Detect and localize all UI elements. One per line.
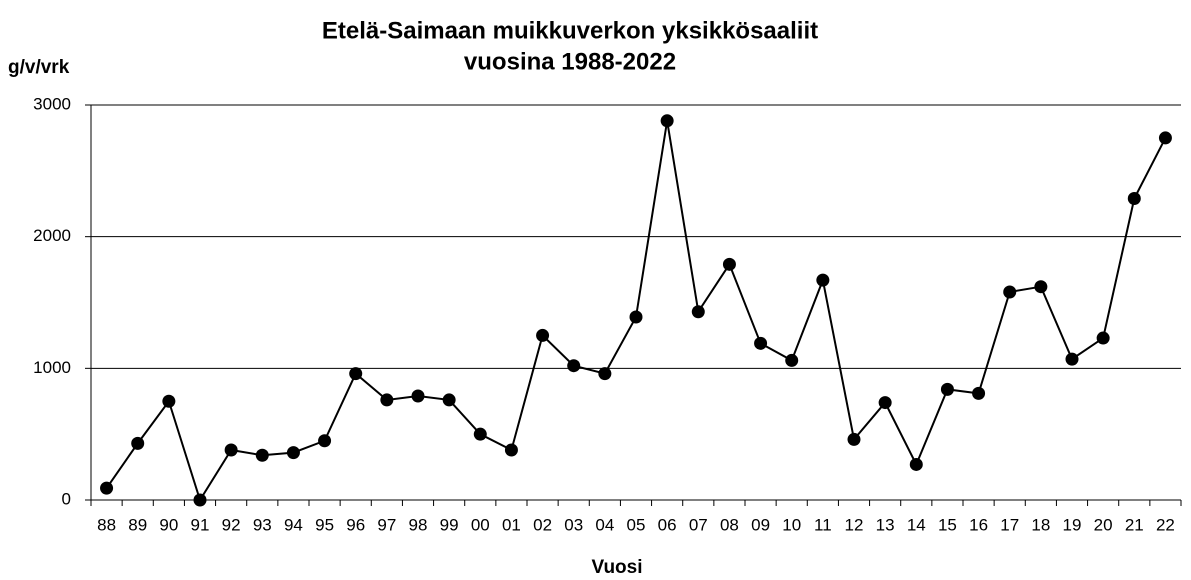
x-tick-label: 06 (658, 515, 677, 534)
x-tick-label: 04 (595, 515, 614, 534)
x-tick-label: 09 (751, 515, 770, 534)
point (1065, 352, 1079, 366)
point (816, 273, 830, 287)
x-tick-label: 15 (938, 515, 957, 534)
point (660, 114, 674, 128)
point (380, 393, 394, 407)
point (847, 432, 861, 446)
x-tick-label: 88 (97, 515, 116, 534)
x-tick-label: 90 (159, 515, 178, 534)
point (100, 481, 114, 495)
point (286, 446, 300, 460)
x-tick-label: 13 (876, 515, 895, 534)
x-axis-title: Vuosi (591, 557, 642, 578)
point (442, 393, 456, 407)
line (105, 120, 1167, 503)
point (722, 257, 736, 271)
x-tick-label: 94 (284, 515, 303, 534)
point (1003, 285, 1017, 299)
y-tick-label: 1000 (33, 358, 71, 377)
point (567, 359, 581, 373)
point (411, 389, 425, 403)
x-tick-label: 16 (969, 515, 988, 534)
chart-title: vuosina 1988-2022 (464, 48, 676, 75)
y-tick-label: 0 (62, 489, 71, 508)
point (1034, 280, 1048, 294)
x-tick-label: 14 (907, 515, 926, 534)
x-tick-label: 98 (409, 515, 428, 534)
x-tick-label: 22 (1156, 515, 1175, 534)
chart-title: Etelä-Saimaan muikkuverkon yksikkösaalii… (322, 17, 818, 44)
y-tick-label: 3000 (33, 94, 71, 113)
x-tick-label: 17 (1000, 515, 1019, 534)
point (349, 367, 363, 381)
x-tick-label: 03 (564, 515, 583, 534)
point (754, 336, 768, 350)
x-tick-label: 05 (627, 515, 646, 534)
point (318, 434, 332, 448)
x-tick-label: 19 (1063, 515, 1082, 534)
x-tick-label: 93 (253, 515, 272, 534)
point (224, 443, 238, 457)
point (255, 448, 269, 462)
x-tick-label: 20 (1094, 515, 1113, 534)
x-tick-label: 99 (440, 515, 459, 534)
x-tick-label: 18 (1031, 515, 1050, 534)
point (972, 386, 986, 400)
point (598, 367, 612, 381)
x-tick-label: 95 (315, 515, 334, 534)
point (536, 328, 550, 342)
point (193, 493, 207, 507)
x-tick-label: 96 (346, 515, 365, 534)
x-tick-label: 07 (689, 515, 708, 534)
y-tick-label: 2000 (33, 226, 71, 245)
y-axis-title: g/v/vrk (8, 57, 70, 78)
x-tick-label: 02 (533, 515, 552, 534)
point (1096, 331, 1110, 345)
point (878, 396, 892, 410)
point (504, 443, 518, 457)
point (131, 436, 145, 450)
x-tick-label: 12 (845, 515, 864, 534)
x-tick-label: 08 (720, 515, 739, 534)
x-tick-label: 10 (782, 515, 801, 534)
x-tick-label: 92 (222, 515, 241, 534)
x-tick-label: 97 (377, 515, 396, 534)
point (1127, 191, 1141, 205)
x-tick-label: 00 (471, 515, 490, 534)
x-tick-label: 01 (502, 515, 521, 534)
point (691, 305, 705, 319)
point (162, 394, 176, 408)
point (629, 310, 643, 324)
point (473, 427, 487, 441)
point (909, 457, 923, 471)
x-tick-label: 21 (1125, 515, 1144, 534)
x-tick-label: 91 (191, 515, 210, 534)
point (940, 382, 954, 396)
x-tick-label: 11 (814, 515, 832, 534)
point (785, 353, 799, 367)
x-tick-label: 89 (128, 515, 147, 534)
point (1158, 131, 1172, 145)
